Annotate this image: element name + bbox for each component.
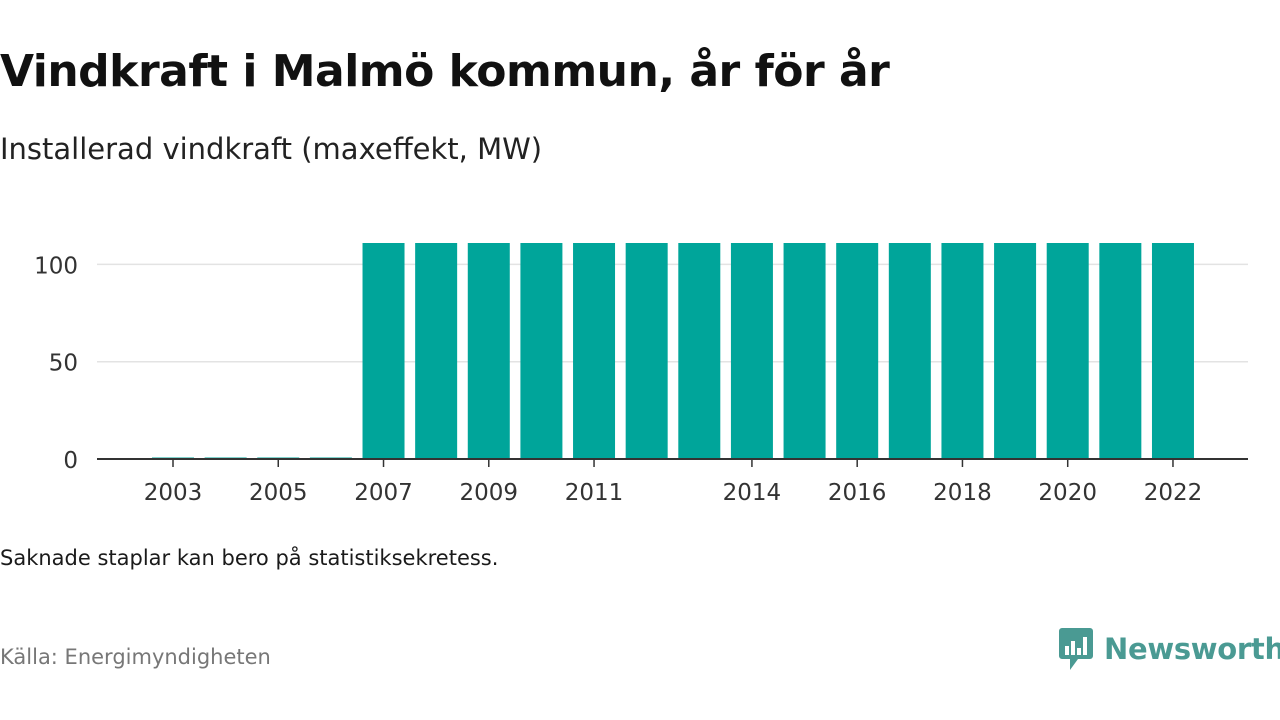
x-tick-label: 2016: [828, 480, 887, 506]
bar-2020: [1046, 243, 1089, 459]
bar-2007: [362, 243, 405, 459]
newsworthy-logo-icon: [1059, 628, 1093, 670]
bar-2008: [415, 243, 458, 459]
chart-title: Vindkraft i Malmö kommun, år för år: [0, 46, 890, 97]
brand-name: Newsworthy: [1104, 632, 1280, 666]
bar-2017: [888, 243, 931, 459]
bar-2018: [941, 243, 984, 459]
x-tick-label: 2014: [723, 480, 782, 506]
bar-2014: [730, 243, 773, 459]
bar-2011: [573, 243, 616, 459]
y-tick-labels: 0 50 100: [34, 253, 78, 474]
bar-2019: [994, 243, 1037, 459]
chart-subtitle: Installerad vindkraft (maxeffekt, MW): [0, 132, 543, 166]
bar-2013: [678, 243, 721, 459]
x-tick-label: 2020: [1038, 480, 1097, 506]
bars: [152, 243, 1194, 459]
bar-2021: [1099, 243, 1142, 459]
bar-2012: [625, 243, 668, 459]
source-credit: Källa: Energimyndigheten: [0, 645, 271, 669]
bar-2010: [520, 243, 563, 459]
x-tick-label: 2011: [565, 480, 624, 506]
newsworthy-brand[interactable]: Newsworthy: [1058, 626, 1280, 672]
x-tick-label: 2022: [1144, 480, 1203, 506]
bar-2022: [1151, 243, 1194, 459]
bar-2016: [836, 243, 879, 459]
x-tick-label: 2005: [249, 480, 308, 506]
x-tick-label: 2009: [460, 480, 519, 506]
footnote: Saknade staplar kan bero på statistiksek…: [0, 546, 499, 570]
bar-2009: [467, 243, 510, 459]
y-tick-label: 100: [34, 253, 78, 279]
bar-2015: [783, 243, 826, 459]
x-tick-label: 2018: [933, 480, 992, 506]
x-tick-label: 2007: [354, 480, 413, 506]
x-tick-labels: 2003 2005 2007 2009 2011 2014 2016 2018 2020 2022: [144, 459, 1203, 506]
x-tick-label: 2003: [144, 480, 203, 506]
y-tick-label: 50: [49, 351, 78, 377]
y-tick-label: 0: [63, 448, 78, 474]
